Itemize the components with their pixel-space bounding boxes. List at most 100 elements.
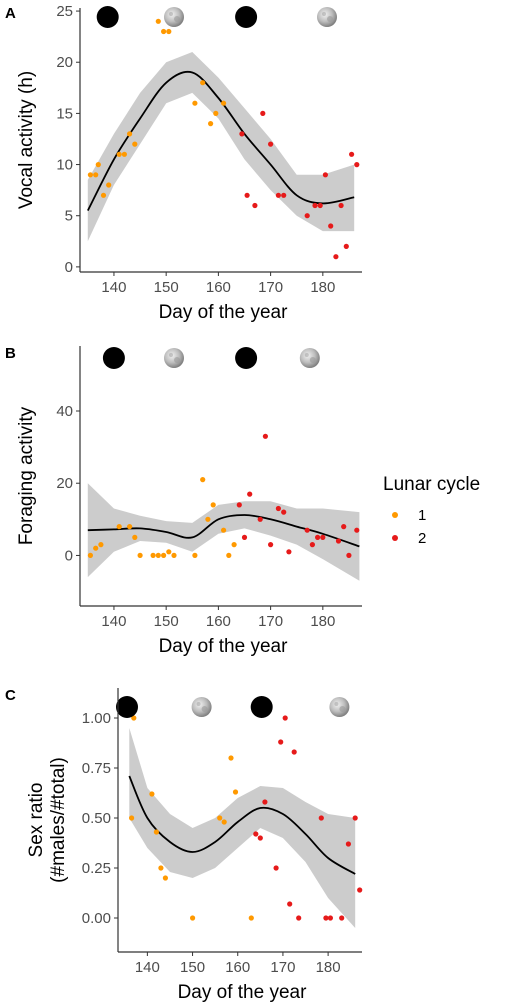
data-point-cycle-2	[320, 534, 326, 541]
data-point-cycle-2	[327, 915, 333, 921]
fit-line	[87, 514, 360, 548]
data-point-cycle-1	[226, 552, 232, 559]
data-point-cycle-2	[343, 243, 349, 249]
y-tick-label: 1.00	[82, 710, 111, 727]
data-point-cycle-2	[291, 749, 297, 755]
panel-a: 140 150 160 170 180 0 5 10 15 20 25 Day of the year…	[5, 3, 362, 323]
data-point-cycle-1	[87, 172, 93, 178]
data-point-cycle-1	[150, 552, 156, 559]
data-point-cycle-1	[161, 552, 167, 559]
data-point-cycle-2	[257, 516, 263, 522]
data-point-cycle-2	[244, 192, 250, 198]
fit-line	[87, 70, 355, 212]
panel-c: 140 150 160 170 180 0.00 0.25 0.50 0.75 1.00 Day o…	[5, 687, 363, 1003]
x-tick-label: 150	[154, 279, 179, 296]
new-moon-icon	[116, 696, 138, 718]
full-moon-icon	[164, 348, 184, 368]
data-point-cycle-1	[158, 865, 164, 871]
y-axis-title: Vocal activity (h)	[16, 71, 37, 209]
data-point-cycle-1	[232, 789, 239, 795]
data-point-cycle-1	[132, 141, 138, 147]
data-point-cycle-2	[268, 542, 274, 548]
data-point-cycle-1	[98, 542, 104, 548]
data-point-cycle-2	[281, 192, 287, 198]
data-point-cycle-2	[354, 162, 360, 168]
y-tick-label: 25	[56, 3, 73, 20]
data-point-cycle-1	[100, 192, 107, 198]
data-point-cycle-1	[95, 162, 101, 168]
data-point-cycle-1	[161, 28, 167, 35]
x-axis-title: Day of the year	[178, 982, 308, 1003]
data-point-cycle-1	[116, 524, 122, 530]
data-point-cycle-2	[323, 915, 329, 921]
x-tick-label: 150	[180, 959, 205, 976]
y-tick-label: 10	[56, 157, 73, 174]
data-point-cycle-2	[286, 549, 292, 555]
x-tick-label: 170	[270, 959, 295, 976]
data-point-cycle-1	[129, 815, 135, 821]
y-tick-label: 40	[56, 403, 73, 420]
legend-title: Lunar cycle	[383, 474, 480, 495]
data-point-cycle-2	[315, 534, 321, 541]
legend-label-1: 1	[418, 507, 426, 524]
data-point-cycle-2	[236, 502, 242, 508]
y-tick-label: 0	[65, 547, 73, 564]
data-point-cycle-2	[273, 865, 279, 871]
data-point-cycle-1	[208, 121, 214, 127]
x-tick-label: 140	[101, 279, 126, 296]
x-tick-label: 160	[206, 279, 231, 296]
x-tick-label: 180	[310, 613, 335, 630]
data-point-cycle-2	[352, 815, 358, 821]
data-point-cycle-1	[217, 815, 223, 821]
data-point-cycle-1	[200, 80, 206, 86]
data-point-cycle-1	[248, 915, 254, 921]
data-point-cycle-1	[166, 28, 172, 35]
panel-label: A	[5, 5, 16, 22]
data-point-cycle-1	[93, 172, 99, 178]
data-point-cycle-1	[149, 791, 155, 797]
y-tick-label: 20	[56, 54, 73, 71]
data-point-cycle-2	[252, 202, 258, 209]
x-axis-title: Day of the year	[159, 302, 289, 323]
data-point-cycle-1	[131, 715, 137, 721]
data-point-cycle-1	[155, 18, 161, 24]
data-point-cycle-1	[127, 131, 133, 137]
data-point-cycle-2	[338, 202, 344, 209]
data-point-cycle-1	[205, 516, 211, 522]
data-point-cycle-1	[121, 151, 127, 157]
new-moon-icon	[102, 347, 125, 369]
new-moon-icon	[250, 696, 273, 718]
data-point-cycle-1	[192, 100, 198, 106]
data-point-cycle-2	[287, 901, 293, 907]
x-tick-label: 140	[101, 613, 126, 630]
panels: 140 150 160 170 180 0 5 10 15 20 25 Day of the year…	[5, 3, 363, 1003]
x-tick-label: 150	[154, 613, 179, 630]
data-point-cycle-2	[309, 542, 315, 548]
confidence-ribbon	[87, 52, 355, 242]
data-point-cycle-2	[241, 534, 248, 541]
data-point-cycle-1	[155, 552, 161, 559]
data-point-cycle-1	[153, 829, 159, 835]
y-tick-label: 0	[65, 259, 73, 276]
full-moon-icon	[164, 7, 184, 27]
data-point-cycle-1	[210, 502, 216, 508]
data-point-cycle-1	[200, 477, 206, 483]
data-point-cycle-2	[349, 151, 355, 157]
data-point-cycle-1	[221, 527, 227, 533]
data-point-cycle-2	[262, 799, 268, 805]
data-point-cycle-2	[275, 192, 281, 198]
data-point-cycle-1	[213, 110, 219, 116]
fit-line	[128, 775, 356, 875]
data-point-cycle-1	[171, 552, 177, 559]
data-point-cycle-2	[268, 141, 274, 147]
y-axis-title: Foraging activity	[16, 406, 37, 545]
data-point-cycle-1	[87, 552, 93, 559]
x-tick-label: 160	[225, 959, 250, 976]
data-point-cycle-2	[260, 110, 266, 116]
data-point-cycle-2	[312, 202, 318, 209]
panel-label: B	[5, 345, 16, 362]
data-point-cycle-2	[341, 524, 347, 530]
data-point-cycle-2	[253, 831, 259, 837]
y-tick-label: 0.75	[82, 760, 111, 777]
